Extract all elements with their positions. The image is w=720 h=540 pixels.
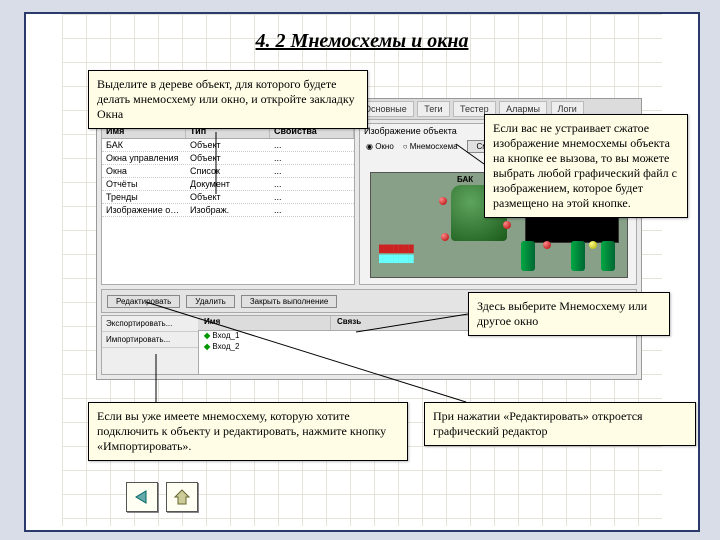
tree-row[interactable]: ОтчётыДокумент... xyxy=(102,178,354,191)
page-title: 4. 2 Мнемосхемы и окна xyxy=(26,30,698,53)
callout-import: Если вы уже имеете мнемосхему, которую х… xyxy=(88,402,408,461)
callout-edit: При нажатии «Редактировать» откроется гр… xyxy=(424,402,696,446)
bind-col: Связь xyxy=(331,316,484,330)
indicator-icon xyxy=(589,241,597,249)
radio-window[interactable]: ◉ xyxy=(366,142,375,151)
bak-label: БАК xyxy=(457,175,473,184)
export-button[interactable]: Экспортировать... xyxy=(102,316,198,332)
preview-text: ███████ xyxy=(379,246,414,253)
delete-button[interactable]: Удалить xyxy=(186,295,235,308)
indicator-icon xyxy=(439,197,447,205)
object-tree: Имя Тип Свойства БАКОбъект... Окна управ… xyxy=(101,123,355,285)
tree-row[interactable]: ОкнаСписок... xyxy=(102,165,354,178)
cylinder-icon xyxy=(571,241,585,271)
callout-choose-mimic: Здесь выберите Мнемосхему или другое окн… xyxy=(468,292,670,336)
bind-row[interactable]: ◆ Вход_2 xyxy=(198,341,636,352)
tree-row[interactable]: ТрендыОбъект... xyxy=(102,191,354,204)
home-icon xyxy=(174,489,190,505)
tab-item[interactable]: Теги xyxy=(417,101,449,117)
callout-select-tree: Выделите в дереве объект, для которого б… xyxy=(88,70,368,129)
cylinder-icon xyxy=(601,241,615,271)
tree-row[interactable]: БАКОбъект... xyxy=(102,139,354,152)
callout-image-button: Если вас не устраивает сжатое изображени… xyxy=(484,114,688,218)
preview-text: ███████ xyxy=(379,256,414,263)
indicator-icon xyxy=(441,233,449,241)
cylinder-icon xyxy=(521,241,535,271)
indicator-icon xyxy=(503,221,511,229)
nav-prev-button[interactable] xyxy=(126,482,158,512)
page-frame: 4. 2 Мнемосхемы и окна Основные Теги Тес… xyxy=(24,12,700,532)
edit-button[interactable]: Редактировать xyxy=(107,295,180,308)
tree-row[interactable]: Изображение объектаИзображ.... xyxy=(102,204,354,217)
radio-mimic[interactable]: ○ xyxy=(403,142,410,151)
close-exec-button[interactable]: Закрыть выполнение xyxy=(241,295,338,308)
indicator-icon xyxy=(543,241,551,249)
arrow-left-icon xyxy=(134,489,150,505)
bind-col: Имя xyxy=(198,316,331,330)
import-button[interactable]: Импортировать... xyxy=(102,332,198,348)
nav-home-button[interactable] xyxy=(166,482,198,512)
tree-row[interactable]: Окна управленияОбъект... xyxy=(102,152,354,165)
